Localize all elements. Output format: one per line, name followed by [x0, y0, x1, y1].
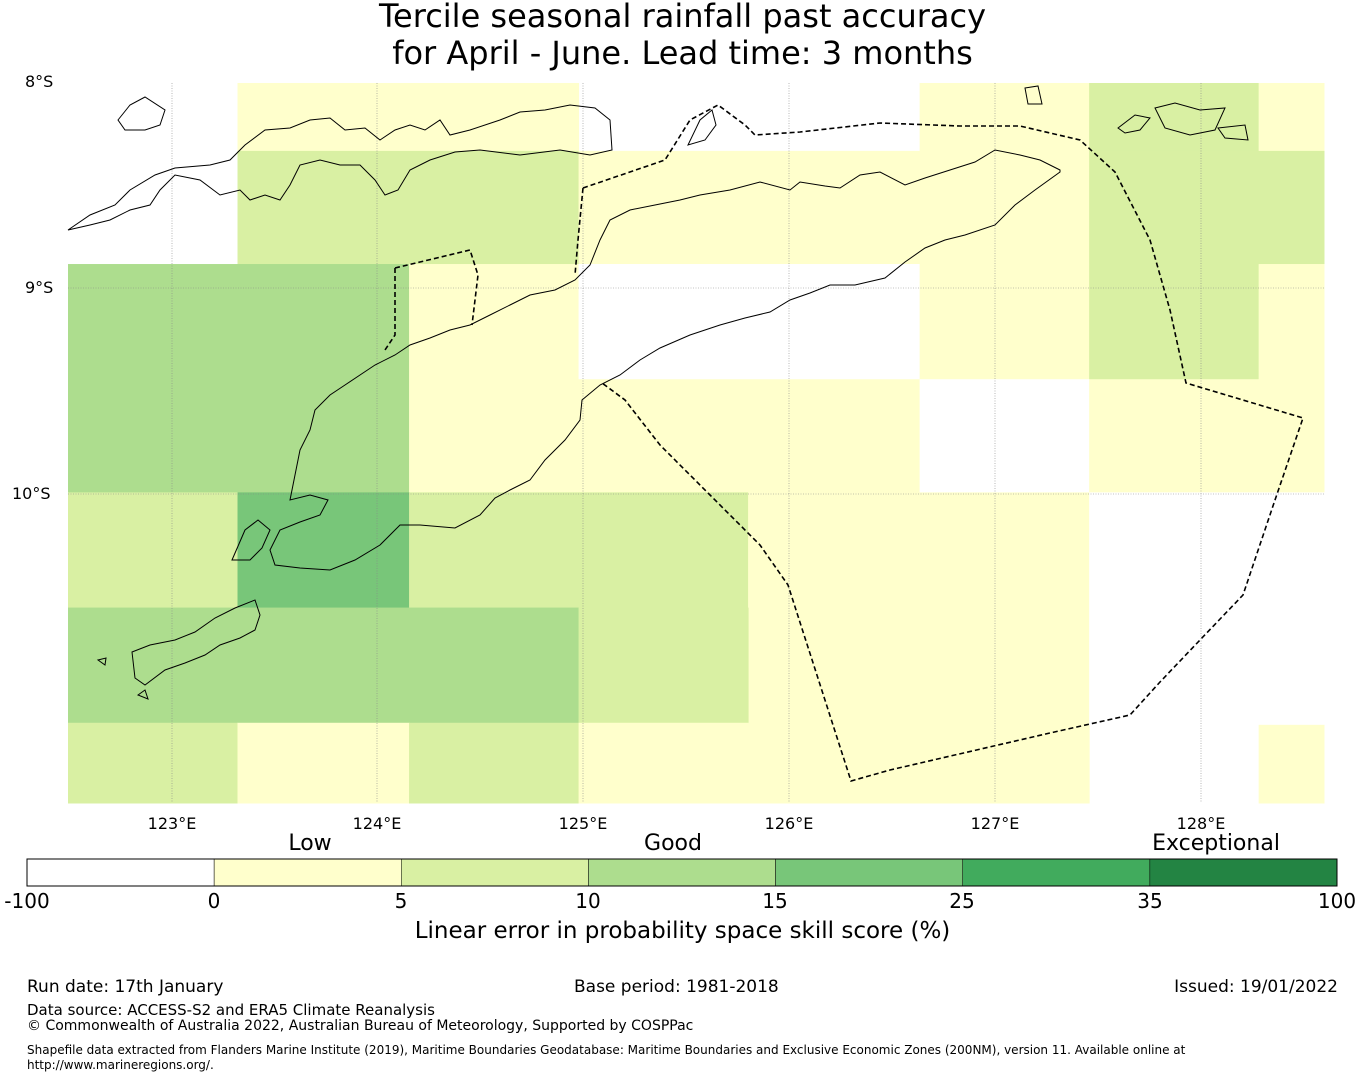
grid-cell — [578, 150, 1090, 265]
map-title-line-1: Tercile seasonal rainfall past accuracy — [378, 0, 987, 35]
grid-cell — [237, 83, 580, 152]
grid-cell — [1089, 379, 1325, 493]
grid-cell — [68, 264, 410, 493]
coastline-islet-far-east — [1217, 124, 1249, 141]
grid-cell — [237, 492, 410, 609]
lat-label-10s: 10°S — [12, 484, 51, 503]
lon-label-125e: 125°E — [558, 814, 608, 833]
issued-date: Issued: 19/01/2022 — [1174, 977, 1338, 997]
grid-cell — [68, 722, 239, 804]
grid-cell — [409, 492, 749, 609]
grid-cell — [1258, 724, 1325, 804]
grid-cell — [1089, 264, 1260, 380]
colorbar-tick-35: 35 — [1137, 889, 1163, 913]
colorbar-tick-10: 10 — [575, 889, 601, 913]
data-source: Data source: ACCESS-S2 and ERA5 Climate … — [27, 1001, 435, 1019]
colorbar-tick-neg100: -100 — [4, 889, 50, 913]
category-low: Low — [288, 831, 332, 856]
grid-cell — [578, 379, 921, 493]
grid-cell — [748, 83, 919, 152]
colorbar-tick-5: 5 — [394, 889, 408, 913]
grid-cell — [578, 607, 749, 724]
maritime-boundary — [384, 104, 1305, 782]
coastline-islet-ndao — [136, 689, 149, 700]
coastline-semau — [231, 519, 271, 561]
grid-cell — [748, 492, 1090, 804]
grid-cell — [1089, 83, 1260, 152]
base-period: Base period: 1981-2018 — [574, 977, 779, 997]
lon-label-123e: 123°E — [147, 814, 197, 833]
run-date: Run date: 17th January — [27, 977, 224, 997]
grid-cell — [409, 264, 580, 493]
grid-cell — [68, 607, 580, 724]
coastline-islet-wetar — [1117, 114, 1151, 134]
copyright: © Commonwealth of Australia 2022, Austra… — [27, 1018, 694, 1034]
shapefile-credit-line-2: http://www.marineregions.org/. — [27, 1058, 214, 1072]
grid-cell — [578, 722, 749, 804]
lon-label-126e: 126°E — [764, 814, 814, 833]
category-good: Good — [644, 831, 702, 856]
coastlines — [67, 85, 1249, 700]
grid-cell — [919, 379, 1090, 493]
grid-cell — [1258, 264, 1325, 380]
grid-cell — [919, 264, 1090, 380]
coastline-flores — [67, 104, 613, 231]
colorbar-tick-25: 25 — [949, 889, 975, 913]
coastline-timor — [269, 149, 1061, 571]
map-title-line-2: for April - June. Lead time: 3 months — [392, 34, 973, 72]
coastline-rote — [131, 599, 261, 686]
lon-label-124e: 124°E — [352, 814, 402, 833]
skill-grid-cells — [68, 83, 1325, 804]
graticule — [68, 83, 1324, 803]
coastline-islet-small — [1024, 85, 1043, 105]
category-exceptional: Exceptional — [1152, 831, 1280, 856]
lon-label-128e: 128°E — [1176, 814, 1226, 833]
lat-label-8s: 8°S — [25, 72, 54, 91]
coastline-islet-atauro — [687, 109, 717, 146]
lon-label-127e: 127°E — [970, 814, 1020, 833]
grid-cell — [919, 83, 1090, 152]
coastline-islet-south — [96, 657, 107, 666]
coastline-islet-north-east — [1154, 102, 1226, 136]
colorbar-tick-100: 100 — [1317, 889, 1357, 913]
grid-cell — [1089, 150, 1325, 265]
grid-cell — [237, 722, 410, 804]
colorbar-label: Linear error in probability space skill … — [414, 918, 951, 944]
colorbar-tick-0: 0 — [207, 889, 221, 913]
colorbar-tick-15: 15 — [762, 889, 788, 913]
shapefile-credit-line-1: Shapefile data extracted from Flanders M… — [27, 1043, 1186, 1057]
grid-cell — [68, 492, 239, 609]
grid-cell — [409, 722, 580, 804]
coastline-islet-north-west — [117, 96, 166, 131]
grid-cell — [1089, 492, 1325, 726]
grid-cell — [1258, 83, 1325, 152]
lat-label-9s: 9°S — [25, 278, 54, 297]
grid-cell — [237, 150, 580, 265]
